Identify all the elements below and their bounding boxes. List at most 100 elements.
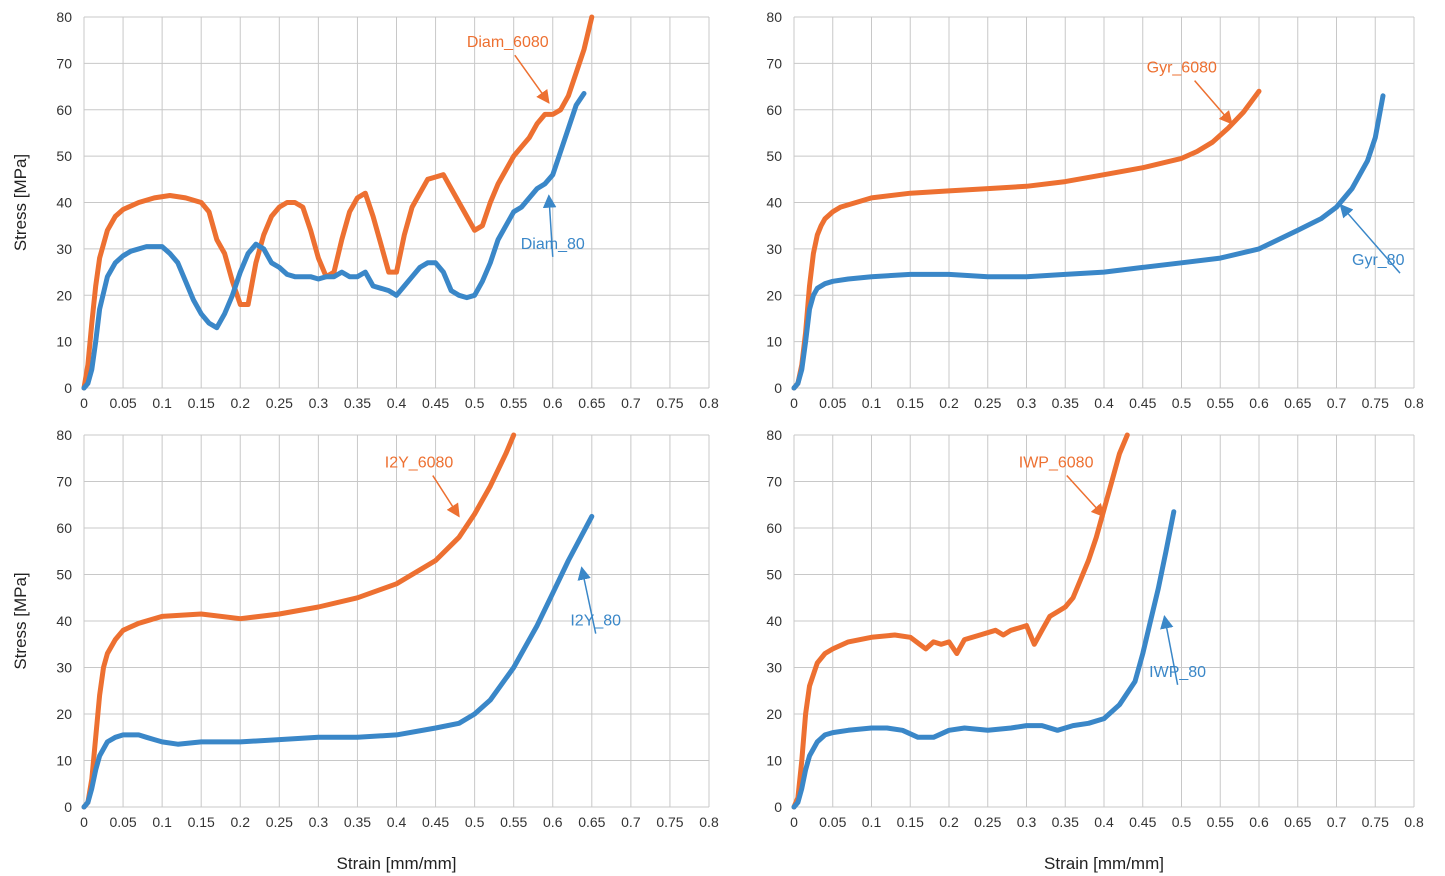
x-tick-label: 0.4 [387, 814, 407, 830]
x-tick-label: 0.4 [387, 395, 407, 411]
series-annotation-label: I2Y_6080 [385, 455, 454, 472]
x-tick-label: 0.55 [500, 395, 527, 411]
x-tick-label: 0.3 [309, 395, 329, 411]
x-tick-label: 0.25 [974, 395, 1001, 411]
series-annotation-label: IWP_80 [1149, 664, 1206, 681]
series-annotation-label: Diam_80 [521, 236, 585, 253]
x-tick-label: 0.45 [1129, 395, 1156, 411]
x-tick-label: 0.15 [188, 395, 215, 411]
y-tick-label: 70 [766, 55, 782, 71]
x-tick-label: 0.05 [819, 814, 846, 830]
x-tick-label: 0.7 [621, 395, 641, 411]
x-tick-label: 0.05 [819, 395, 846, 411]
x-tick-label: 0.25 [974, 814, 1001, 830]
x-tick-label: 0.8 [699, 814, 719, 830]
series-annotation-label: I2Y_80 [570, 613, 621, 630]
x-tick-label: 0.2 [231, 814, 251, 830]
y-tick-label: 30 [766, 660, 782, 676]
x-tick-label: 0.15 [897, 814, 924, 830]
x-tick-label: 0 [790, 814, 798, 830]
x-tick-label: 0.4 [1094, 395, 1114, 411]
y-tick-label: 40 [766, 195, 782, 211]
x-tick-label: 0.45 [422, 395, 449, 411]
x-tick-label: 0.75 [656, 814, 683, 830]
x-tick-label: 0 [80, 395, 88, 411]
y-tick-label: 80 [56, 427, 72, 443]
y-tick-label: 60 [766, 102, 782, 118]
series-annotation-label: IWP_6080 [1019, 455, 1094, 472]
y-tick-label: 0 [64, 380, 72, 396]
annotation-arrow [1160, 615, 1179, 685]
y-tick-label: 20 [56, 706, 72, 722]
y-axis-title: Stress [MPa] [11, 154, 30, 251]
x-tick-label: 0.5 [465, 814, 485, 830]
annotation-arrow [514, 54, 550, 104]
y-tick-label: 10 [56, 753, 72, 769]
y-tick-label: 80 [766, 427, 782, 443]
annotation-arrow [1066, 475, 1105, 518]
x-tick-label: 0.65 [578, 395, 605, 411]
annotation-arrow [432, 475, 460, 518]
y-tick-label: 70 [56, 474, 72, 490]
y-tick-label: 40 [56, 613, 72, 629]
x-tick-label: 0.8 [699, 395, 719, 411]
x-tick-label: 0.1 [862, 814, 882, 830]
x-tick-label: 0.2 [939, 814, 959, 830]
series-line-i2y-80 [81, 513, 595, 810]
x-tick-label: 0.35 [1052, 814, 1079, 830]
y-tick-label: 30 [56, 660, 72, 676]
chart-panel-i2y: 0 0.05 0.1 0.15 0.2 0.25 0.3 0.35 0.4 0.45 0.5 0.55… [11, 427, 719, 873]
y-axis-title: Stress [MPa] [11, 572, 30, 669]
x-tick-label: 0.15 [188, 814, 215, 830]
x-tick-label: 0.1 [152, 814, 172, 830]
x-tick-label: 0.25 [266, 814, 293, 830]
annotation-arrow [1194, 80, 1233, 125]
series-annotation-label: Gyr_80 [1352, 252, 1405, 269]
y-tick-label: 0 [774, 799, 782, 815]
x-tick-label: 0.65 [1284, 395, 1311, 411]
x-axis-title: Strain [mm/mm] [1044, 854, 1164, 873]
x-tick-label: 0 [790, 395, 798, 411]
x-tick-label: 0.3 [309, 814, 329, 830]
y-tick-label: 20 [766, 706, 782, 722]
series-line-diam-80 [81, 91, 587, 391]
x-tick-label: 0.75 [1362, 395, 1389, 411]
x-tick-label: 0.6 [543, 814, 563, 830]
x-tick-label: 0.5 [465, 395, 485, 411]
x-tick-label: 0.5 [1172, 814, 1192, 830]
x-tick-label: 0.75 [656, 395, 683, 411]
x-axis-title: Strain [mm/mm] [337, 854, 457, 873]
y-tick-label: 60 [56, 520, 72, 536]
y-tick-label: 10 [766, 334, 782, 350]
y-tick-label: 20 [56, 287, 72, 303]
x-tick-label: 0.05 [109, 395, 136, 411]
x-tick-label: 0.45 [1129, 814, 1156, 830]
y-tick-label: 80 [766, 9, 782, 25]
x-tick-label: 0.35 [344, 395, 371, 411]
y-tick-label: 30 [56, 241, 72, 257]
annotation-arrow [542, 194, 557, 257]
x-tick-label: 0.1 [862, 395, 882, 411]
y-tick-label: 0 [774, 380, 782, 396]
x-tick-label: 0.6 [1249, 395, 1269, 411]
y-tick-label: 60 [56, 102, 72, 118]
series-line-iwp-80 [791, 509, 1177, 810]
y-tick-label: 50 [766, 567, 782, 583]
y-tick-label: 50 [56, 148, 72, 164]
y-tick-label: 10 [766, 753, 782, 769]
x-tick-label: 0.8 [1404, 395, 1424, 411]
y-tick-label: 40 [766, 613, 782, 629]
x-tick-label: 0.6 [543, 395, 563, 411]
x-tick-label: 0.7 [621, 814, 641, 830]
x-tick-label: 0 [80, 814, 88, 830]
x-tick-label: 0.5 [1172, 395, 1192, 411]
x-tick-label: 0.45 [422, 814, 449, 830]
x-tick-label: 0.7 [1327, 395, 1347, 411]
x-tick-label: 0.05 [109, 814, 136, 830]
x-tick-label: 0.8 [1404, 814, 1424, 830]
y-tick-label: 0 [64, 799, 72, 815]
chart-panel-gyroid: 0 0.05 0.1 0.15 0.2 0.25 0.3 0.35 0.4 0.45 0.5 0.55… [766, 9, 1424, 411]
y-tick-label: 40 [56, 195, 72, 211]
chart-panel-iwp: 0 0.05 0.1 0.15 0.2 0.25 0.3 0.35 0.4 0.45 0.5 0.55… [766, 427, 1424, 873]
